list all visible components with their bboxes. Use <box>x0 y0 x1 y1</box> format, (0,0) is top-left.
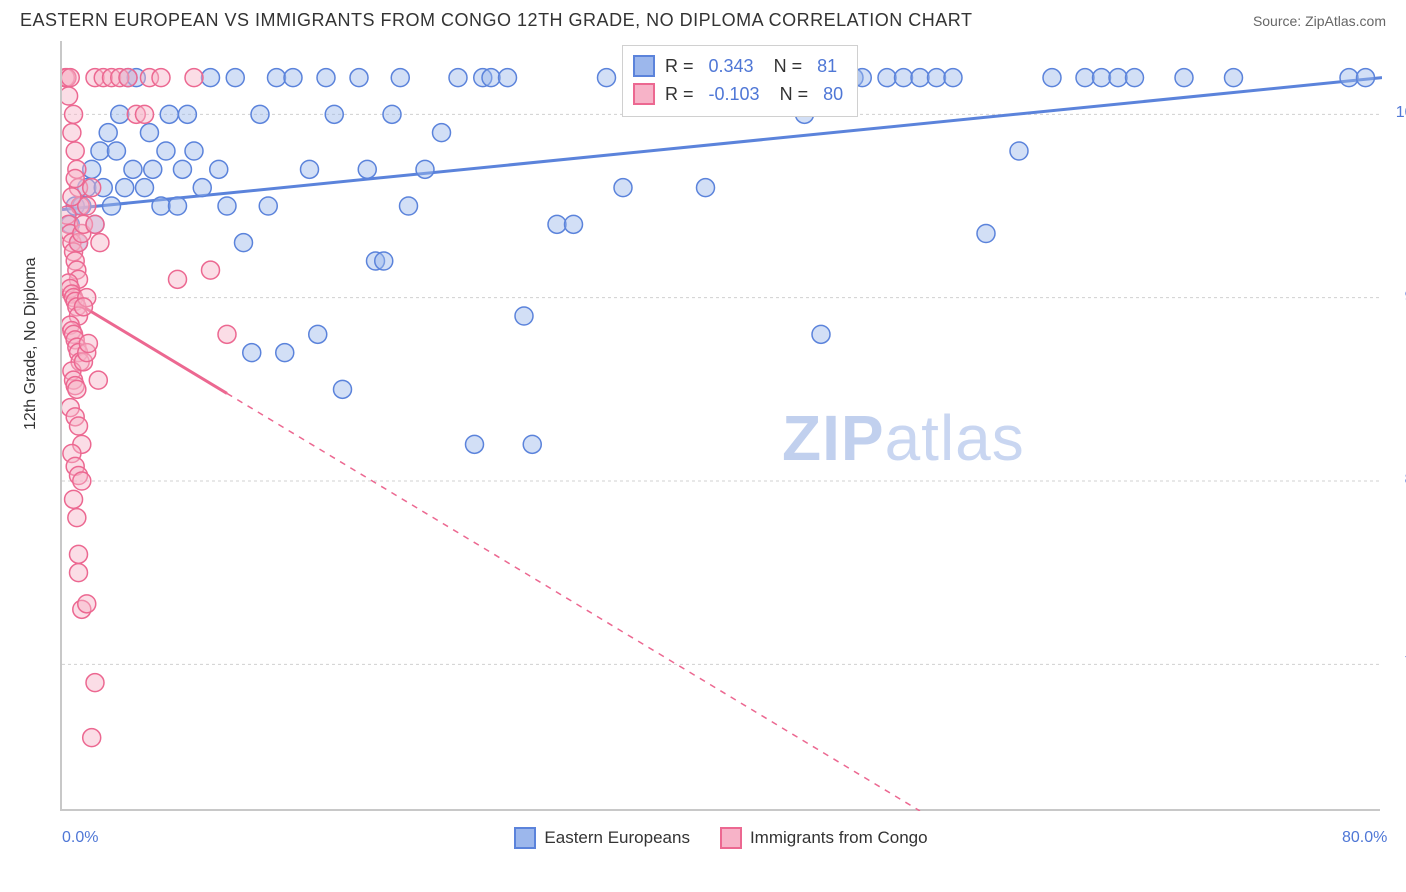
stats-legend: R = 0.343 N = 81 R = -0.103 N = 80 <box>622 45 858 117</box>
legend-item-0: Eastern Europeans <box>514 827 690 849</box>
legend-swatch-1 <box>720 827 742 849</box>
source-label: Source: ZipAtlas.com <box>1253 13 1386 29</box>
plot-svg <box>62 41 1382 811</box>
n-value-1: 80 <box>823 80 843 108</box>
legend-label-1: Immigrants from Congo <box>750 828 928 848</box>
y-axis-label: 12th Grade, No Diploma <box>22 257 40 430</box>
swatch-series-0 <box>633 55 655 77</box>
swatch-series-1 <box>633 83 655 105</box>
title-bar: EASTERN EUROPEAN VS IMMIGRANTS FROM CONG… <box>0 0 1406 37</box>
x-tick-label: 0.0% <box>62 829 98 847</box>
r-value-1: -0.103 <box>709 80 760 108</box>
legend-label-0: Eastern Europeans <box>544 828 690 848</box>
scatter-plot: ZIPatlas R = 0.343 N = 81 R = -0.103 N =… <box>60 41 1380 811</box>
series-legend: Eastern Europeans Immigrants from Congo <box>62 827 1380 849</box>
legend-item-1: Immigrants from Congo <box>720 827 928 849</box>
n-value-0: 81 <box>817 52 837 80</box>
stats-row-series-0: R = 0.343 N = 81 <box>633 52 843 80</box>
stats-row-series-1: R = -0.103 N = 80 <box>633 80 843 108</box>
r-value-0: 0.343 <box>709 52 754 80</box>
chart-title: EASTERN EUROPEAN VS IMMIGRANTS FROM CONG… <box>20 10 972 31</box>
x-tick-label: 80.0% <box>1342 829 1387 847</box>
legend-swatch-0 <box>514 827 536 849</box>
y-tick-label: 100.0% <box>1396 104 1406 122</box>
